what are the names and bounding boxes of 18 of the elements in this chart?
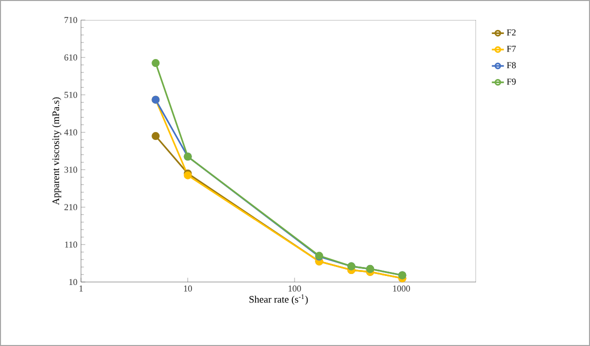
legend-label: F9 — [506, 78, 516, 85]
y-tick-label: 110 — [65, 242, 78, 248]
y-tick-label: 210 — [64, 204, 78, 210]
y-tick-label: 10 — [69, 278, 78, 286]
x-axis-title: Shear rate (s$^{-1}$) — [249, 294, 308, 305]
x-tick-label: 100 — [288, 286, 301, 292]
y-tick-label: 410 — [64, 129, 78, 136]
y-tick-label: 310 — [64, 166, 78, 173]
x-tick-label: 10 — [184, 286, 192, 292]
y-tick-label: 710 — [64, 16, 78, 24]
x-tick-label: 1000 — [393, 286, 410, 292]
y-tick-label: 510 — [64, 92, 78, 98]
legend-label: F2 — [506, 29, 516, 36]
legend-label: F7 — [506, 46, 516, 52]
legend-label: F8 — [506, 62, 516, 68]
x-tick-label: 1 — [80, 286, 83, 292]
y-tick-label: 610 — [64, 54, 78, 60]
y-axis-title: Apparent viscosity (mPa.s) — [52, 97, 62, 205]
